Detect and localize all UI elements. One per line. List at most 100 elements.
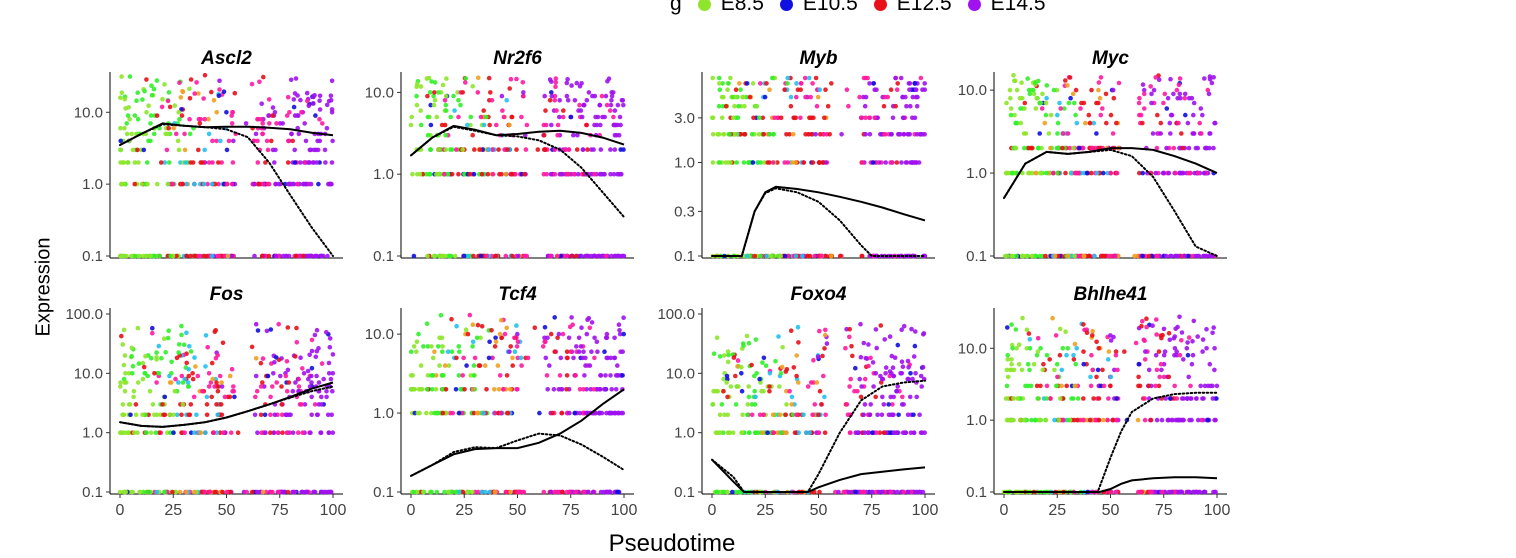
cell-point — [604, 335, 610, 341]
cell-point — [525, 355, 531, 361]
cell-point — [1098, 112, 1104, 118]
cell-point — [130, 489, 135, 495]
cell-point — [552, 98, 558, 103]
cell-point — [616, 171, 621, 177]
cell-point — [887, 334, 893, 339]
cell-point — [910, 376, 915, 382]
cell-point — [725, 412, 730, 418]
cell-point — [451, 93, 456, 99]
cell-point — [793, 115, 798, 121]
cell-point — [277, 121, 283, 126]
cell-point — [1176, 120, 1181, 126]
cell-point — [121, 362, 127, 368]
cell-point — [1191, 112, 1196, 118]
cell-point — [815, 354, 821, 360]
cell-point — [414, 489, 420, 495]
cell-point — [716, 103, 722, 109]
cell-point — [431, 102, 437, 108]
cell-point — [303, 181, 309, 187]
cell-point — [607, 410, 612, 416]
cell-point — [253, 373, 259, 379]
cell-point — [597, 102, 603, 108]
cell-point — [130, 363, 136, 369]
cell-point — [1068, 95, 1073, 101]
cell-point — [881, 402, 887, 407]
panel-title: Bhlhe41 — [1074, 284, 1148, 305]
cell-point — [855, 388, 860, 394]
cell-point — [180, 88, 185, 94]
cell-point — [1155, 253, 1160, 259]
cell-point — [1051, 87, 1057, 93]
panel-title: Tcf4 — [498, 284, 537, 305]
cell-point — [140, 412, 145, 418]
cell-point — [744, 253, 750, 259]
cell-point — [899, 160, 904, 165]
cell-point — [770, 412, 776, 418]
cell-point — [1142, 91, 1147, 97]
cell-point — [1174, 352, 1179, 358]
cell-point — [192, 430, 197, 436]
cell-point — [504, 98, 510, 103]
cell-point — [1043, 253, 1048, 259]
cell-point — [807, 430, 812, 436]
cell-point — [1177, 489, 1183, 495]
cell-point — [443, 102, 449, 108]
cell-point — [917, 412, 922, 418]
cell-point — [1202, 383, 1208, 389]
cell-point — [498, 410, 504, 416]
cell-point — [882, 94, 888, 100]
cell-point — [488, 90, 493, 95]
cell-point — [1010, 170, 1015, 176]
cell-point — [730, 115, 736, 121]
cell-point — [157, 253, 163, 259]
cell-point — [514, 147, 519, 152]
cell-point — [309, 348, 315, 354]
cell-point — [1108, 338, 1114, 343]
cell-point — [311, 101, 316, 106]
cell-point — [191, 394, 197, 400]
cell-point — [863, 115, 868, 121]
cell-point — [505, 410, 511, 416]
cell-point — [315, 412, 321, 418]
cell-point — [258, 384, 264, 389]
cell-point — [912, 81, 918, 86]
cell-point — [770, 160, 776, 165]
cell-point — [478, 335, 483, 341]
cell-point — [1198, 383, 1203, 389]
cell-point — [579, 325, 584, 331]
cell-point — [171, 412, 176, 418]
cell-point — [129, 345, 135, 351]
cell-point — [259, 101, 265, 106]
cell-point — [216, 181, 221, 187]
cell-point — [812, 402, 818, 407]
cell-point — [1200, 112, 1205, 118]
cell-point — [456, 98, 461, 103]
cell-point — [778, 430, 784, 436]
cell-point — [556, 331, 562, 337]
cell-point — [414, 102, 420, 108]
cell-point — [329, 160, 335, 165]
cell-point — [318, 430, 323, 436]
cell-point — [1035, 396, 1040, 401]
cell-point — [329, 78, 335, 84]
cell-point — [266, 253, 272, 259]
cell-point — [478, 114, 484, 120]
cell-point — [847, 326, 852, 332]
cell-point — [284, 359, 290, 364]
cell-point — [507, 349, 512, 355]
cell-point — [714, 335, 720, 341]
cell-point — [218, 402, 224, 407]
cell-point — [572, 410, 577, 416]
cell-point — [1015, 396, 1020, 401]
cell-point — [878, 132, 883, 137]
cell-point — [1110, 417, 1115, 423]
cell-point — [293, 76, 299, 81]
y-tick-label: 3.0 — [674, 110, 695, 127]
cell-point — [606, 76, 612, 81]
cell-point — [1173, 170, 1178, 176]
cell-point — [424, 321, 430, 327]
cell-point — [176, 110, 181, 115]
panel-title: Foxo4 — [791, 284, 847, 305]
